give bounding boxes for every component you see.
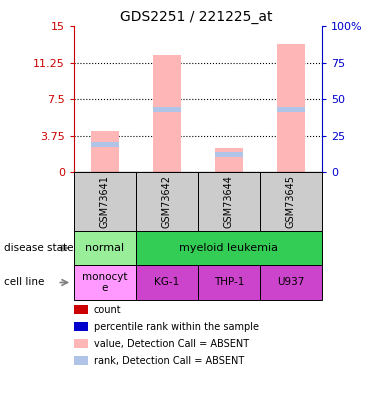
Text: GSM73645: GSM73645 bbox=[286, 175, 296, 228]
Text: GDS2251 / 221225_at: GDS2251 / 221225_at bbox=[120, 10, 272, 24]
Text: GSM73642: GSM73642 bbox=[162, 175, 172, 228]
Text: KG-1: KG-1 bbox=[154, 277, 179, 288]
Bar bbox=[277, 44, 305, 172]
Text: normal: normal bbox=[85, 243, 125, 253]
Text: U937: U937 bbox=[277, 277, 305, 288]
Bar bbox=[153, 107, 181, 112]
Bar bbox=[153, 55, 181, 172]
Text: myeloid leukemia: myeloid leukemia bbox=[179, 243, 279, 253]
Text: cell line: cell line bbox=[4, 277, 44, 288]
Text: GSM73644: GSM73644 bbox=[224, 175, 234, 228]
Text: monocyt
e: monocyt e bbox=[82, 272, 128, 293]
Text: rank, Detection Call = ABSENT: rank, Detection Call = ABSENT bbox=[94, 356, 244, 366]
Text: disease state: disease state bbox=[4, 243, 73, 253]
Bar bbox=[215, 152, 243, 157]
Bar bbox=[277, 107, 305, 112]
Text: count: count bbox=[94, 305, 121, 315]
Text: GSM73641: GSM73641 bbox=[100, 175, 110, 228]
Bar bbox=[91, 142, 119, 147]
Text: THP-1: THP-1 bbox=[214, 277, 244, 288]
Text: value, Detection Call = ABSENT: value, Detection Call = ABSENT bbox=[94, 339, 249, 349]
Bar bbox=[91, 131, 119, 172]
Text: percentile rank within the sample: percentile rank within the sample bbox=[94, 322, 259, 332]
Bar bbox=[215, 148, 243, 172]
